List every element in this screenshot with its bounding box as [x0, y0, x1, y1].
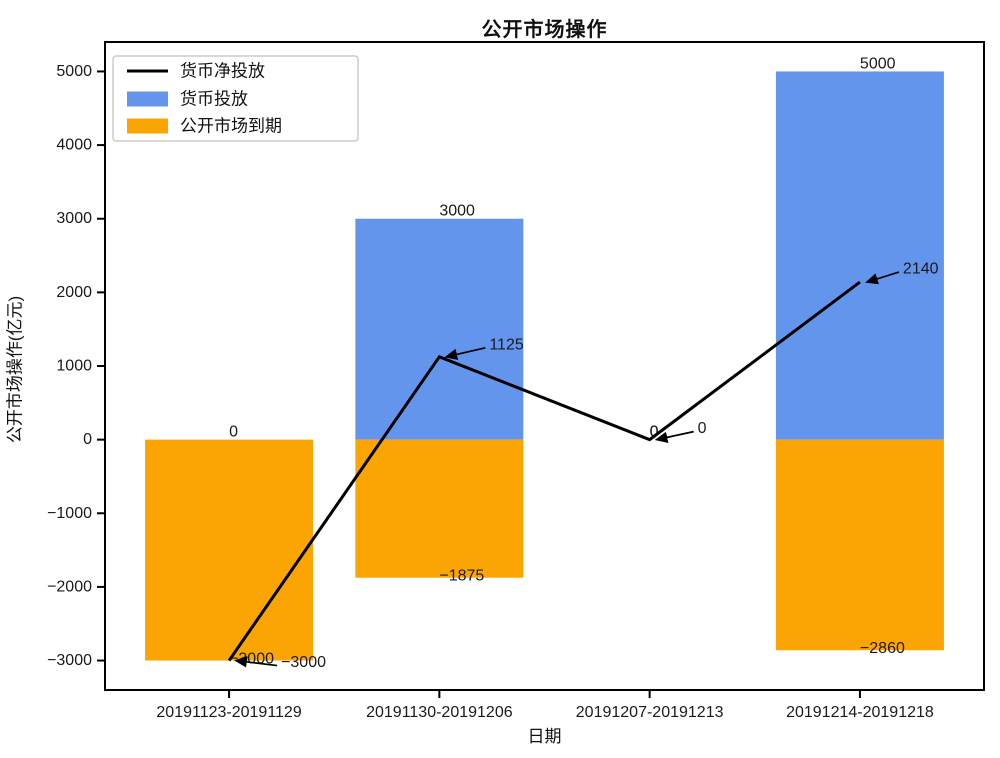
legend-box	[112, 55, 359, 142]
legend-patch-swatch	[127, 118, 168, 134]
line-series	[227, 280, 861, 662]
bar-segment	[775, 439, 944, 651]
annotation-text: −3000	[281, 654, 326, 671]
ytick-label: 5000	[56, 63, 92, 80]
annotation-text: 2140	[903, 261, 939, 278]
legend-patch-swatch	[127, 91, 168, 107]
bar-segment	[145, 439, 314, 661]
xtick-label: 20191123-20191129	[156, 704, 301, 721]
chart-title: 公开市场操作	[481, 19, 608, 41]
x-axis-label: 日期	[527, 727, 562, 746]
ytick-label: −3000	[47, 652, 92, 669]
legend-label: 货币净投放	[180, 62, 265, 81]
annotation-text: 1125	[489, 336, 524, 353]
legend-label: 货币投放	[180, 90, 248, 109]
bar-segment	[355, 218, 524, 440]
ytick-label: 1000	[56, 358, 92, 375]
ytick-label: −2000	[47, 578, 92, 595]
ytick-label: 0	[83, 431, 92, 448]
ytick-label: 4000	[56, 137, 92, 154]
bar-value-label: 0	[229, 424, 238, 441]
xtick-label: 20191214-20191218	[786, 704, 934, 721]
ytick-label: 3000	[56, 210, 92, 227]
bar-value-label: 0	[650, 424, 659, 441]
annotation-arrow	[234, 656, 278, 668]
bar-value-label: 0	[650, 424, 659, 441]
bar-value-label: −1875	[439, 568, 484, 585]
ytick-label: 2000	[56, 284, 92, 301]
ytick-label: −1000	[47, 505, 92, 522]
bar-segment	[355, 439, 524, 578]
bar-value-label: 5000	[860, 55, 896, 72]
annotation-arrow	[865, 271, 900, 285]
annotation-text: 0	[698, 420, 707, 437]
bar-segment	[775, 71, 944, 440]
bar-value-label: −2860	[860, 640, 905, 657]
bar-value-label: 3000	[439, 203, 475, 220]
annotation-arrow	[444, 346, 486, 360]
annotation-arrow	[654, 430, 694, 443]
xtick-label: 20191207-20191213	[576, 704, 724, 721]
legend-label: 公开市场到期	[180, 117, 282, 136]
xtick-label: 20191130-20191206	[366, 704, 513, 721]
